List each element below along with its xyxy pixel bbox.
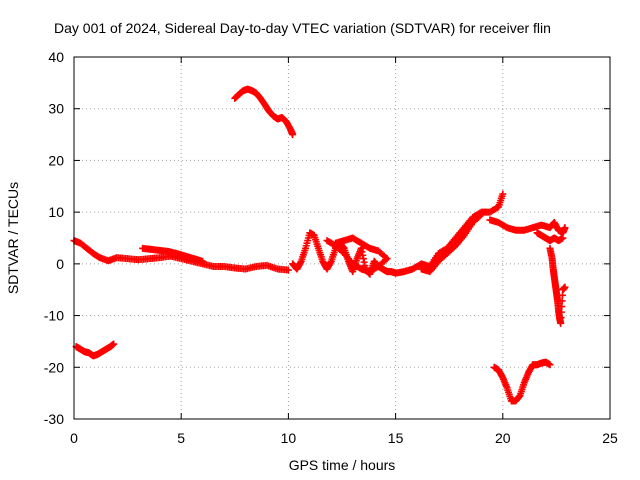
series-seg-late-lower [533,229,567,245]
x-tick-label: 10 [281,430,297,446]
series-seg-drop [546,244,569,327]
data-points [70,85,569,405]
data-point [284,266,292,274]
data-point [546,361,554,369]
series-seg-lower-arc [490,358,554,405]
series-seg-rise-parallel [417,211,485,276]
data-point [289,131,297,139]
series-seg-late [486,216,569,237]
series-seg-bump-3to6 [139,244,207,265]
x-tick-label: 5 [177,430,185,446]
data-point [561,224,569,232]
x-tick-label: 0 [70,430,78,446]
x-tick-label: 15 [388,430,404,446]
plot-frame [73,56,611,420]
series-seg-upper-arc [231,85,297,139]
data-point [559,234,567,242]
y-tick-label: 40 [48,49,64,65]
series-seg-early-negative [72,340,118,360]
data-point [561,283,569,291]
x-tick-label: 20 [495,430,511,446]
y-tick-label: 0 [56,256,64,272]
y-tick-label: 30 [48,101,64,117]
y-tick-label: 20 [48,152,64,168]
x-tick-label: 25 [602,430,618,446]
chart-title: Day 001 of 2024, Sidereal Day-to-day VTE… [54,20,551,36]
series-seg-loop-12to14 [323,234,391,276]
x-tick-labels: 0 5 10 15 20 25 [70,430,618,446]
x-axis-title: GPS time / hours [289,457,396,473]
data-point [499,190,507,198]
data-point [110,340,118,348]
series-seg-rise [392,190,507,277]
grid-lines [74,57,610,419]
data-point [199,257,207,265]
data-point [476,212,484,220]
y-tick-label: -10 [44,308,64,324]
y-tick-label: -20 [44,359,64,375]
y-tick-label: 10 [48,204,64,220]
y-tick-labels: -30 -20 -10 0 10 20 30 40 [44,49,64,427]
y-axis-title: SDTVAR / TECUs [5,182,21,294]
y-tick-label: -30 [44,411,64,427]
data-point [477,211,485,219]
data-point [332,239,340,247]
